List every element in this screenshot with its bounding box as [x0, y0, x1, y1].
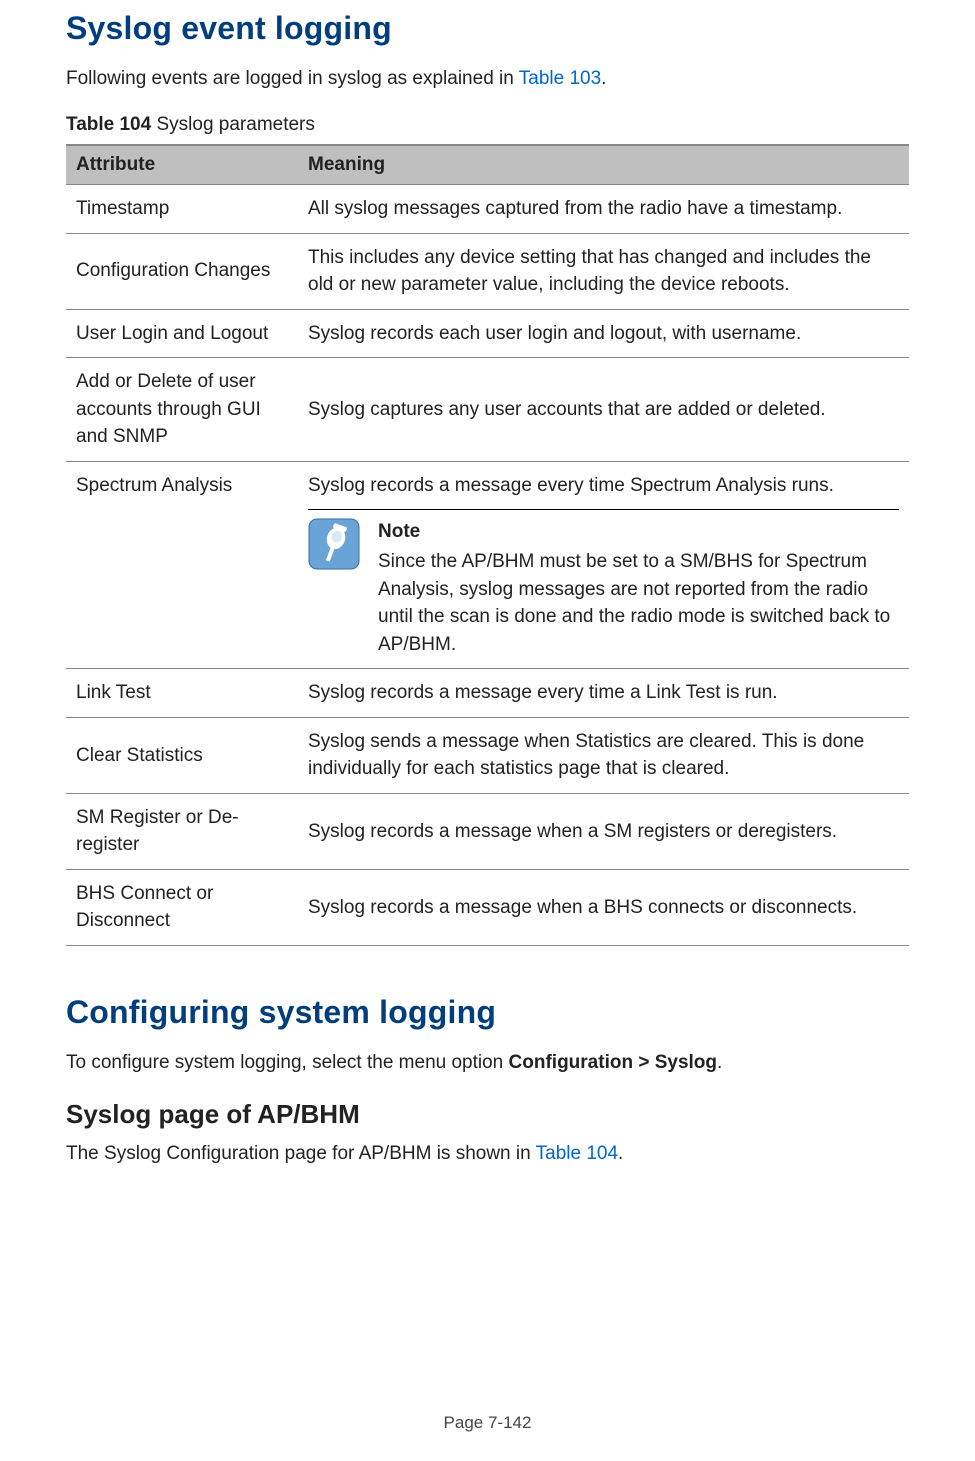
th-attribute: Attribute: [66, 145, 298, 185]
link-table-104[interactable]: Table 104: [536, 1143, 618, 1164]
cell-meaning: Syslog captures any user accounts that a…: [298, 358, 909, 462]
cell-meaning: Syslog records a message every time a Li…: [298, 669, 909, 718]
table-row: Timestamp All syslog messages captured f…: [66, 185, 909, 234]
page: Syslog event logging Following events ar…: [0, 0, 975, 1461]
table-row: Spectrum Analysis Syslog records a messa…: [66, 461, 909, 668]
heading-syslog-event-logging: Syslog event logging: [66, 10, 909, 47]
heading-syslog-page-apbhm: Syslog page of AP/BHM: [66, 1099, 909, 1130]
note-block: Note Since the AP/BHM must be set to a S…: [308, 509, 899, 658]
note-text: Note Since the AP/BHM must be set to a S…: [360, 518, 899, 658]
note-label: Note: [378, 518, 899, 546]
table-row: BHS Connect or Disconnect Syslog records…: [66, 869, 909, 945]
table-row: SM Register or De-register Syslog record…: [66, 793, 909, 869]
th-meaning: Meaning: [298, 145, 909, 185]
cell-attr: Clear Statistics: [66, 717, 298, 793]
table-row: Configuration Changes This includes any …: [66, 233, 909, 309]
table-caption-label: Table 104: [66, 114, 151, 135]
cell-meaning: Syslog records a message when a BHS conn…: [298, 869, 909, 945]
configure-suffix: .: [717, 1052, 722, 1073]
configure-bold-path: Configuration > Syslog: [509, 1052, 717, 1073]
heading-configuring-system-logging: Configuring system logging: [66, 994, 909, 1031]
cell-meaning-text: Syslog records a message every time Spec…: [308, 475, 834, 496]
table-caption: Table 104 Syslog parameters: [66, 111, 909, 139]
shown-prefix: The Syslog Configuration page for AP/BHM…: [66, 1143, 536, 1164]
configure-paragraph: To configure system logging, select the …: [66, 1049, 909, 1077]
cell-meaning-with-note: Syslog records a message every time Spec…: [298, 461, 909, 668]
cell-attr: Configuration Changes: [66, 233, 298, 309]
cell-meaning: Syslog records each user login and logou…: [298, 309, 909, 358]
cell-attr: Link Test: [66, 669, 298, 718]
cell-meaning: Syslog sends a message when Statistics a…: [298, 717, 909, 793]
note-pin-icon: [308, 518, 360, 579]
configure-prefix: To configure system logging, select the …: [66, 1052, 509, 1073]
table-syslog-parameters: Attribute Meaning Timestamp All syslog m…: [66, 144, 909, 946]
page-footer: Page 7-142: [0, 1413, 975, 1433]
cell-attr: BHS Connect or Disconnect: [66, 869, 298, 945]
cell-attr: Timestamp: [66, 185, 298, 234]
table-row: Link Test Syslog records a message every…: [66, 669, 909, 718]
cell-attr: SM Register or De-register: [66, 793, 298, 869]
intro-paragraph: Following events are logged in syslog as…: [66, 65, 909, 93]
cell-meaning: This includes any device setting that ha…: [298, 233, 909, 309]
table-row: Add or Delete of user accounts through G…: [66, 358, 909, 462]
shown-paragraph: The Syslog Configuration page for AP/BHM…: [66, 1140, 909, 1168]
table-header-row: Attribute Meaning: [66, 145, 909, 185]
cell-meaning: Syslog records a message when a SM regis…: [298, 793, 909, 869]
cell-attr: User Login and Logout: [66, 309, 298, 358]
cell-attr: Add or Delete of user accounts through G…: [66, 358, 298, 462]
link-table-103[interactable]: Table 103: [519, 68, 601, 89]
intro-text-prefix: Following events are logged in syslog as…: [66, 68, 519, 89]
table-row: Clear Statistics Syslog sends a message …: [66, 717, 909, 793]
table-caption-rest: Syslog parameters: [151, 114, 315, 135]
intro-text-suffix: .: [601, 68, 606, 89]
shown-suffix: .: [618, 1143, 623, 1164]
note-body: Since the AP/BHM must be set to a SM/BHS…: [378, 551, 890, 655]
cell-attr: Spectrum Analysis: [66, 461, 298, 668]
table-row: User Login and Logout Syslog records eac…: [66, 309, 909, 358]
cell-meaning: All syslog messages captured from the ra…: [298, 185, 909, 234]
